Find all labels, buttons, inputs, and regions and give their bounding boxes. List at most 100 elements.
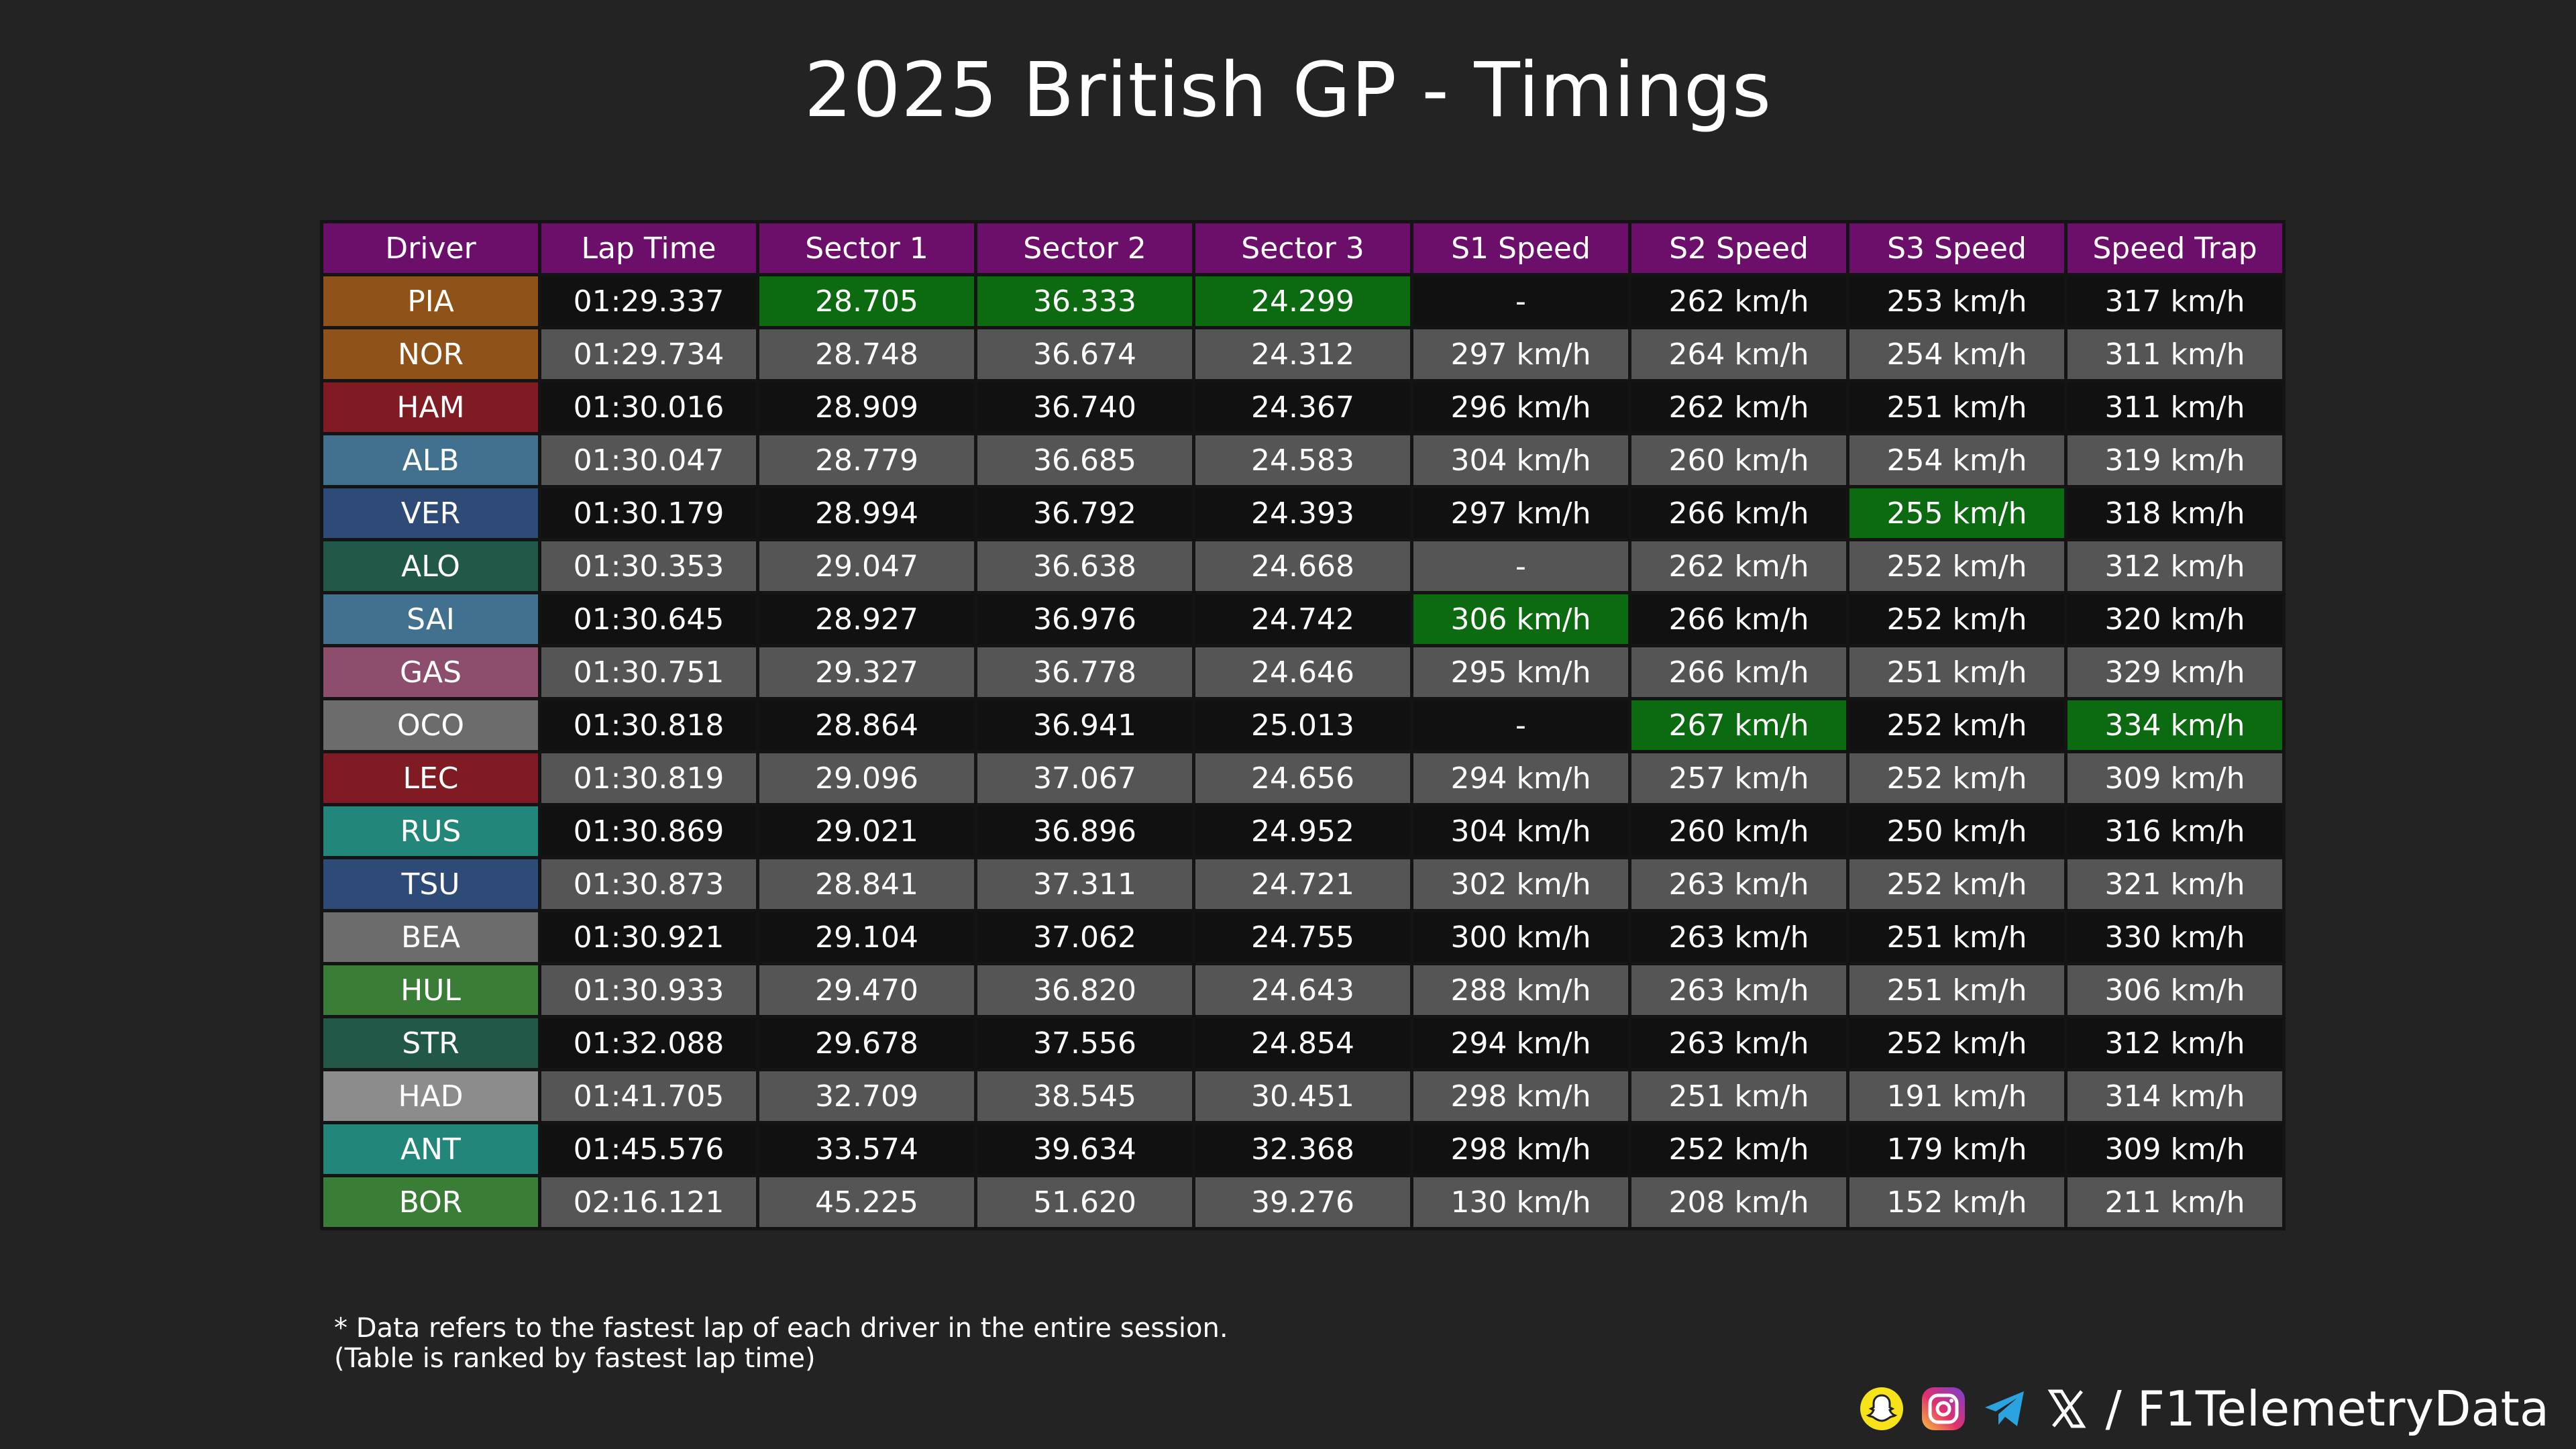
value-cell: 254 km/h	[1849, 435, 2064, 485]
value-cell: 36.778	[977, 647, 1192, 697]
value-cell: 252 km/h	[1849, 859, 2064, 909]
value-cell: 298 km/h	[1413, 1071, 1628, 1121]
value-cell: 30.451	[1195, 1071, 1410, 1121]
value-cell: 24.367	[1195, 382, 1410, 432]
value-cell: 28.779	[759, 435, 974, 485]
value-cell: 191 km/h	[1849, 1071, 2064, 1121]
value-cell: 304 km/h	[1413, 435, 1628, 485]
value-cell: 130 km/h	[1413, 1177, 1628, 1227]
column-header: Sector 2	[977, 223, 1192, 273]
telegram-icon[interactable]	[1982, 1386, 2028, 1432]
value-cell: 263 km/h	[1631, 912, 1846, 962]
value-cell: 318 km/h	[2068, 488, 2282, 538]
value-cell: 263 km/h	[1631, 1018, 1846, 1068]
table-row: HAM 01:30.016 28.909 36.740 24.367 296 km/h 26…	[323, 382, 2282, 432]
value-cell: 208 km/h	[1631, 1177, 1846, 1227]
driver-cell: ANT	[323, 1124, 538, 1174]
value-cell: 314 km/h	[2068, 1071, 2282, 1121]
value-cell: 01:30.179	[541, 488, 756, 538]
value-cell: 297 km/h	[1413, 488, 1628, 538]
table-row: STR 01:32.088 29.678 37.556 24.854 294 km/h 26…	[323, 1018, 2282, 1068]
value-cell: 306 km/h	[2068, 965, 2282, 1015]
table-row: NOR 01:29.734 28.748 36.674 24.312 297 km/h 26…	[323, 329, 2282, 379]
value-cell: 251 km/h	[1631, 1071, 1846, 1121]
value-cell: 01:30.933	[541, 965, 756, 1015]
footnote-line-1: * Data refers to the fastest lap of each…	[334, 1313, 1228, 1344]
value-cell: 329 km/h	[2068, 647, 2282, 697]
value-cell: 01:30.047	[541, 435, 756, 485]
driver-cell: OCO	[323, 700, 538, 750]
value-cell: 334 km/h	[2068, 700, 2282, 750]
value-cell: 179 km/h	[1849, 1124, 2064, 1174]
value-cell: 302 km/h	[1413, 859, 1628, 909]
value-cell: 01:32.088	[541, 1018, 756, 1068]
value-cell: 37.062	[977, 912, 1192, 962]
value-cell: 260 km/h	[1631, 435, 1846, 485]
value-cell: 24.721	[1195, 859, 1410, 909]
value-cell: 24.646	[1195, 647, 1410, 697]
driver-cell: HUL	[323, 965, 538, 1015]
table-row: ALO 01:30.353 29.047 36.638 24.668-262 km/h 2…	[323, 541, 2282, 591]
column-header: Sector 3	[1195, 223, 1410, 273]
footnote: * Data refers to the fastest lap of each…	[334, 1313, 1228, 1374]
driver-cell: ALB	[323, 435, 538, 485]
value-cell: 316 km/h	[2068, 806, 2282, 856]
value-cell: 298 km/h	[1413, 1124, 1628, 1174]
value-cell: 28.994	[759, 488, 974, 538]
value-cell: 262 km/h	[1631, 382, 1846, 432]
table-row: TSU 01:30.873 28.841 37.311 24.721 302 km/h 26…	[323, 859, 2282, 909]
value-cell: 24.952	[1195, 806, 1410, 856]
column-header: Sector 1	[759, 223, 974, 273]
value-cell: 36.976	[977, 594, 1192, 644]
value-cell: 330 km/h	[2068, 912, 2282, 962]
value-cell: -	[1413, 541, 1628, 591]
value-cell: 252 km/h	[1849, 753, 2064, 803]
value-cell: 267 km/h	[1631, 700, 1846, 750]
table-row: HUL 01:30.933 29.470 36.820 24.643 288 km/h 26…	[323, 965, 2282, 1015]
value-cell: 29.021	[759, 806, 974, 856]
value-cell: 37.556	[977, 1018, 1192, 1068]
value-cell: 297 km/h	[1413, 329, 1628, 379]
value-cell: 01:30.921	[541, 912, 756, 962]
column-header: Speed Trap	[2068, 223, 2282, 273]
value-cell: 320 km/h	[2068, 594, 2282, 644]
value-cell: 01:30.819	[541, 753, 756, 803]
driver-cell: PIA	[323, 276, 538, 326]
footnote-line-2: (Table is ranked by fastest lap time)	[334, 1343, 816, 1374]
table-row: ALB 01:30.047 28.779 36.685 24.583 304 km/h 26…	[323, 435, 2282, 485]
column-header: S3 Speed	[1849, 223, 2064, 273]
table-row: LEC 01:30.819 29.096 37.067 24.656 294 km/h 25…	[323, 753, 2282, 803]
value-cell: 311 km/h	[2068, 382, 2282, 432]
driver-cell: HAM	[323, 382, 538, 432]
value-cell: 321 km/h	[2068, 859, 2282, 909]
value-cell: 01:30.353	[541, 541, 756, 591]
driver-cell: BEA	[323, 912, 538, 962]
snapchat-icon[interactable]	[1859, 1386, 1904, 1432]
driver-cell: SAI	[323, 594, 538, 644]
value-cell: 29.470	[759, 965, 974, 1015]
value-cell: 252 km/h	[1631, 1124, 1846, 1174]
social-handle[interactable]: / F1TelemetryData	[2105, 1381, 2550, 1437]
value-cell: 262 km/h	[1631, 276, 1846, 326]
value-cell: 28.705	[759, 276, 974, 326]
value-cell: 01:30.873	[541, 859, 756, 909]
value-cell: 317 km/h	[2068, 276, 2282, 326]
table-row: PIA 01:29.337 28.705 36.333 24.299-262 km/h 2…	[323, 276, 2282, 326]
value-cell: 294 km/h	[1413, 1018, 1628, 1068]
instagram-icon[interactable]	[1921, 1386, 1966, 1432]
value-cell: 262 km/h	[1631, 541, 1846, 591]
value-cell: -	[1413, 276, 1628, 326]
value-cell: 296 km/h	[1413, 382, 1628, 432]
driver-cell: LEC	[323, 753, 538, 803]
value-cell: 319 km/h	[2068, 435, 2282, 485]
x-icon[interactable]	[2044, 1386, 2090, 1432]
driver-cell: HAD	[323, 1071, 538, 1121]
table-row: BOR 02:16.121 45.225 51.620 39.276 130 km/h 20…	[323, 1177, 2282, 1227]
table-row: OCO 01:30.818 28.864 36.941 25.013-267 km/h 2…	[323, 700, 2282, 750]
value-cell: 253 km/h	[1849, 276, 2064, 326]
value-cell: 28.864	[759, 700, 974, 750]
table-row: ANT 01:45.576 33.574 39.634 32.368 298 km/h 25…	[323, 1124, 2282, 1174]
social-footer: / F1TelemetryData	[1859, 1379, 2550, 1439]
column-header: S2 Speed	[1631, 223, 1846, 273]
value-cell: 01:30.751	[541, 647, 756, 697]
